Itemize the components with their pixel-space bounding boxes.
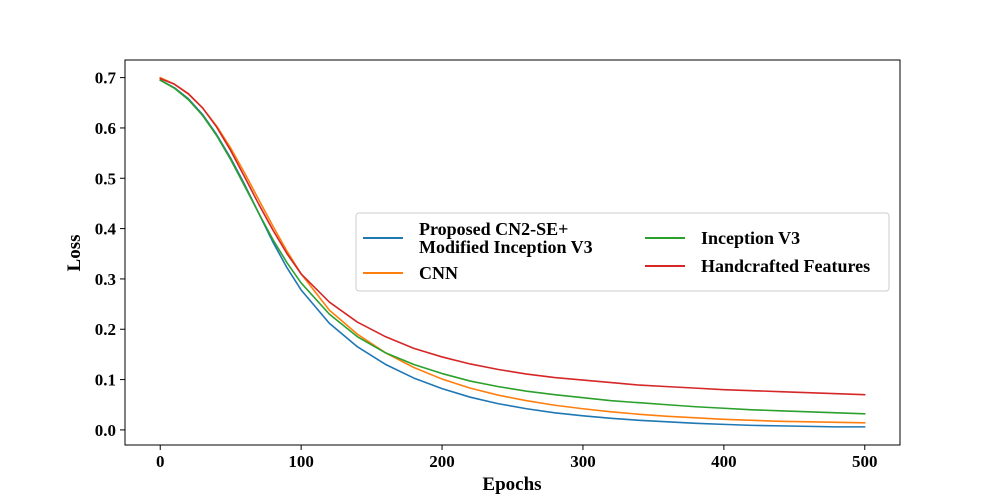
x-tick-label: 400 bbox=[711, 452, 737, 471]
x-axis: 0 100 200 300 400 500 bbox=[156, 445, 878, 471]
plot-frame bbox=[124, 59, 901, 446]
y-axis-label: Loss bbox=[64, 235, 85, 272]
legend-label: Handcrafted Features bbox=[701, 256, 870, 276]
legend-item-2: CNN bbox=[363, 263, 458, 283]
series-line-2 bbox=[159, 76, 866, 424]
legend: Proposed CN2-SE+ Modified Inception V3 CNN… bbox=[355, 212, 890, 292]
y-tick-label: 0.5 bbox=[95, 169, 116, 188]
y-tick-label: 0.2 bbox=[95, 320, 116, 339]
x-axis-label: Epochs bbox=[482, 474, 541, 495]
legend-item-1: Proposed CN2-SE+ Modified Inception V3 bbox=[363, 219, 593, 257]
x-tick-label: 500 bbox=[852, 452, 878, 471]
y-axis: 0.0 0.1 0.2 0.3 0.4 0.5 0.6 0.7 bbox=[95, 69, 125, 440]
series-layer bbox=[159, 76, 866, 428]
legend-item-4: Handcrafted Features bbox=[645, 256, 870, 276]
y-tick-label: 0.6 bbox=[95, 119, 116, 138]
legend-item-3: Inception V3 bbox=[645, 228, 800, 248]
x-tick-label: 0 bbox=[156, 452, 165, 471]
y-tick-label: 0.0 bbox=[95, 421, 116, 440]
x-tick-label: 200 bbox=[429, 452, 455, 471]
legend-label: CNN bbox=[419, 263, 458, 283]
legend-label: Proposed CN2-SE+ Modified Inception V3 bbox=[419, 219, 593, 257]
y-tick-label: 0.3 bbox=[95, 270, 116, 289]
x-tick-label: 100 bbox=[288, 452, 314, 471]
series-line-4 bbox=[159, 77, 866, 396]
legend-frame bbox=[355, 212, 890, 292]
legend-label: Inception V3 bbox=[701, 228, 800, 248]
y-tick-label: 0.4 bbox=[95, 220, 117, 239]
y-tick-label: 0.7 bbox=[95, 69, 117, 88]
x-tick-label: 300 bbox=[570, 452, 596, 471]
y-tick-label: 0.1 bbox=[95, 371, 116, 390]
series-line-3 bbox=[159, 79, 866, 415]
